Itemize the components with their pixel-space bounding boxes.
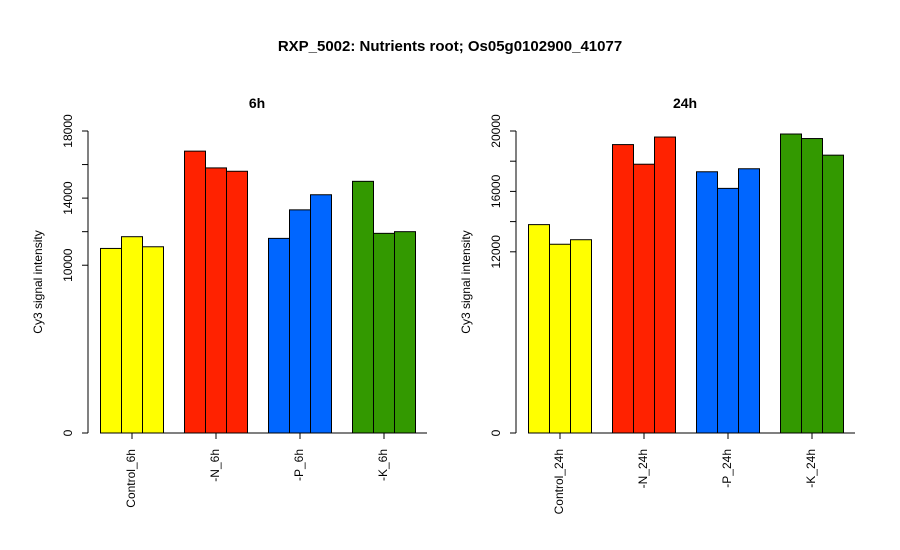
bar <box>780 133 802 434</box>
bar <box>717 187 739 434</box>
y-tick-label: 20000 <box>489 114 503 148</box>
y-tick-label: 12000 <box>489 235 503 269</box>
bar <box>696 171 718 434</box>
bar <box>184 150 206 434</box>
y-tick-label: 14000 <box>61 181 75 215</box>
bar <box>289 209 311 434</box>
bar <box>394 231 416 434</box>
bar <box>268 237 290 434</box>
bar <box>612 144 634 434</box>
y-tick-label: 16000 <box>489 174 503 208</box>
y-axis-label: Cy3 signal intensity <box>459 230 473 333</box>
bar <box>121 236 143 434</box>
bar <box>633 163 655 434</box>
bar <box>205 167 227 434</box>
x-tick-label: Control_24h <box>552 449 566 514</box>
bar <box>373 232 395 434</box>
x-tick-label: -P_24h <box>720 449 734 488</box>
panel-title: 24h <box>673 95 697 111</box>
y-tick-label: 18000 <box>61 114 75 148</box>
bar <box>352 180 374 434</box>
bar <box>549 243 571 434</box>
bar <box>310 194 332 434</box>
y-tick-label: 10000 <box>61 248 75 282</box>
bar <box>226 170 248 434</box>
bar <box>528 224 550 434</box>
y-tick-label: 0 <box>61 429 75 436</box>
x-tick-label: -N_24h <box>636 449 650 488</box>
bar <box>142 246 164 434</box>
y-axis-label: Cy3 signal intensity <box>31 230 45 333</box>
bar <box>654 136 676 434</box>
bar <box>738 168 760 434</box>
x-tick-label: -K_24h <box>804 449 818 488</box>
bar <box>100 247 122 434</box>
x-tick-label: -K_6h <box>376 449 390 481</box>
chart-main-title: RXP_5002: Nutrients root; Os05g0102900_4… <box>277 38 623 55</box>
panel-title: 6h <box>249 95 265 111</box>
bar <box>570 239 592 434</box>
bar <box>801 138 823 434</box>
x-tick-label: -P_6h <box>292 449 306 481</box>
x-tick-label: -N_6h <box>208 449 222 482</box>
x-tick-label: Control_6h <box>124 449 138 508</box>
bar <box>822 154 844 434</box>
y-tick-label: 0 <box>489 429 503 436</box>
